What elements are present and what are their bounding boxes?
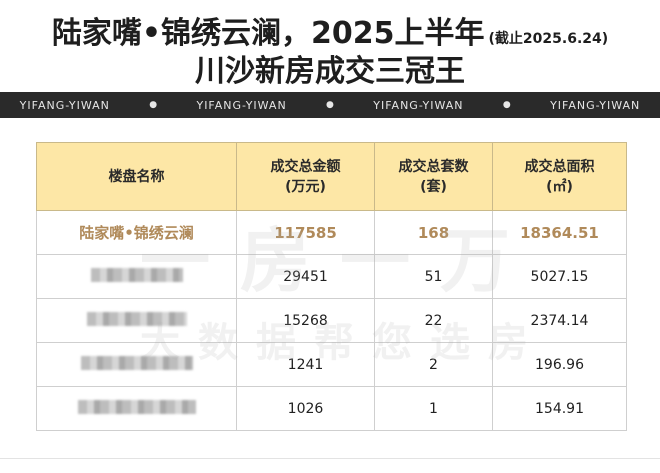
header-amount-line2: (万元): [285, 178, 326, 195]
band-watermark-text: YIFANG-YIWAN: [550, 98, 641, 112]
table-row: 1026 1 154.91: [36, 386, 627, 431]
cell-area: 18364.51: [492, 210, 627, 255]
header-name: 楼盘名称: [36, 142, 237, 211]
band-watermark-text: YIFANG-YIWAN: [373, 98, 464, 112]
header-area-line1: 成交总面积: [524, 158, 595, 175]
cell-area: 196.96: [492, 342, 627, 387]
header-amount-line1: 成交总金额: [270, 158, 341, 175]
header-area: 成交总面积 (㎡): [492, 142, 627, 211]
table-row: 陆家嘴•锦绣云澜 117585 168 18364.51: [36, 210, 627, 255]
redacted-name-blur: [86, 311, 187, 326]
band-watermark-text: YIFANG-YIWAN: [196, 98, 287, 112]
cell-units: 2: [374, 342, 493, 387]
cell-area: 154.91: [492, 386, 627, 431]
header: 陆家嘴•锦绣云澜，2025上半年 (截止2025.6.24) 川沙新房成交三冠王: [0, 0, 660, 92]
band-watermark-text: YIFANG-YIWAN: [19, 98, 110, 112]
redacted-name-blur: [90, 267, 183, 282]
title-date-note: (截止2025.6.24): [488, 31, 609, 47]
table-row: 15268 22 2374.14: [36, 298, 627, 343]
cell-units: 1: [374, 386, 493, 431]
title-main: 陆家嘴•锦绣云澜，2025上半年: [51, 16, 485, 51]
cell-units: 168: [374, 210, 493, 255]
band-dot: ●: [149, 100, 158, 110]
cell-units: 51: [374, 254, 493, 299]
title-line-1: 陆家嘴•锦绣云澜，2025上半年 (截止2025.6.24): [0, 8, 660, 52]
watermark-band: YIFANG-YIWAN ● YIFANG-YIWAN ● YIFANG-YIW…: [0, 92, 660, 118]
header-units-line1: 成交总套数: [398, 158, 469, 175]
cell-name-redacted: [36, 342, 237, 387]
table-header-row: 楼盘名称 成交总金额 (万元) 成交总套数 (套) 成交总面积 (㎡): [36, 142, 627, 211]
cell-amount: 29451: [236, 254, 375, 299]
table-row: 1241 2 196.96: [36, 342, 627, 387]
redacted-name-blur: [77, 399, 196, 414]
cell-name-redacted: [36, 254, 237, 299]
cell-name: 陆家嘴•锦绣云澜: [36, 210, 237, 255]
table-row: 29451 51 5027.15: [36, 254, 627, 299]
band-dot: ●: [502, 100, 511, 110]
bottom-divider: [0, 458, 660, 459]
sales-table: 楼盘名称 成交总金额 (万元) 成交总套数 (套) 成交总面积 (㎡) 陆家嘴•…: [36, 142, 627, 431]
cell-name-redacted: [36, 298, 237, 343]
title-line-2: 川沙新房成交三冠王: [195, 54, 465, 89]
cell-amount: 15268: [236, 298, 375, 343]
cell-area: 5027.15: [492, 254, 627, 299]
header-area-line2: (㎡): [546, 178, 573, 195]
header-units-line2: (套): [420, 178, 447, 195]
cell-amount: 117585: [236, 210, 375, 255]
cell-amount: 1241: [236, 342, 375, 387]
header-amount: 成交总金额 (万元): [236, 142, 375, 211]
header-units: 成交总套数 (套): [374, 142, 493, 211]
cell-units: 22: [374, 298, 493, 343]
band-dot: ●: [326, 100, 334, 110]
cell-name-redacted: [36, 386, 237, 431]
cell-amount: 1026: [236, 386, 375, 431]
cell-area: 2374.14: [492, 298, 627, 343]
redacted-name-blur: [80, 355, 193, 370]
